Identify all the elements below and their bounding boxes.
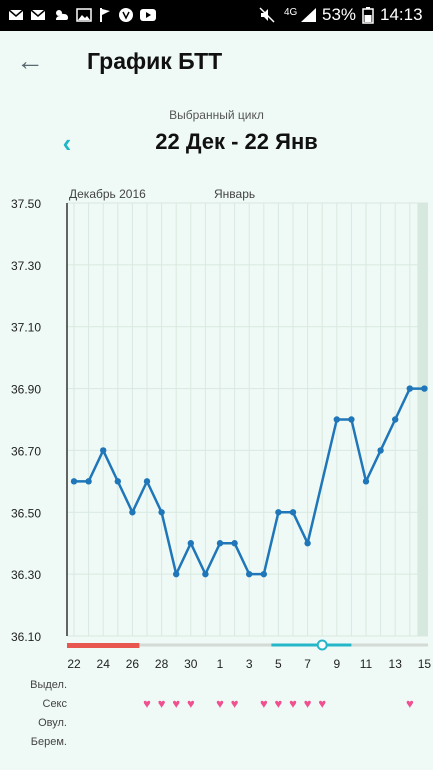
y-tick-label: 36.30 xyxy=(11,568,41,582)
x-tick-label: 15 xyxy=(418,657,432,671)
heart-icon: ♥ xyxy=(318,696,326,711)
shield-icon xyxy=(118,6,134,24)
temperature-point[interactable] xyxy=(392,416,399,423)
heart-icon: ♥ xyxy=(304,696,312,711)
x-tick-label: 28 xyxy=(155,657,169,671)
temperature-point[interactable] xyxy=(289,509,297,516)
y-tick-label: 36.70 xyxy=(11,444,41,458)
temperature-point[interactable] xyxy=(421,385,428,392)
temperature-point[interactable] xyxy=(260,570,267,578)
current-day-column xyxy=(417,203,428,636)
x-tick-label: 9 xyxy=(333,657,340,671)
heart-icon: ♥ xyxy=(289,696,297,711)
x-tick-label: 24 xyxy=(97,657,111,671)
heart-icon: ♥ xyxy=(406,696,414,711)
youtube-icon xyxy=(140,6,156,24)
month-label: Январь xyxy=(214,187,255,201)
temperature-point[interactable] xyxy=(362,478,370,485)
heart-icon: ♥ xyxy=(275,696,283,711)
temperature-point[interactable] xyxy=(187,540,194,547)
heart-icon: ♥ xyxy=(143,696,151,711)
temperature-point[interactable] xyxy=(70,478,78,485)
x-tick-label: 1 xyxy=(217,657,224,671)
chevron-left-icon: ‹ xyxy=(62,128,72,158)
x-tick-label: 13 xyxy=(389,657,403,671)
ovulation-marker xyxy=(316,639,328,651)
temperature-point[interactable] xyxy=(231,540,238,547)
previous-cycle-button[interactable]: ‹ xyxy=(55,128,79,158)
heart-icon: ♥ xyxy=(158,696,166,711)
temperature-point[interactable] xyxy=(85,478,92,485)
temperature-point[interactable] xyxy=(304,540,311,547)
y-tick-label: 37.50 xyxy=(11,197,41,211)
x-tick-label: 26 xyxy=(126,657,140,671)
heart-icon: ♥ xyxy=(187,696,195,711)
clock: 14:13 xyxy=(380,5,423,24)
temperature-point[interactable] xyxy=(216,540,224,547)
status-bar: 4G 53% 14:13 xyxy=(0,0,433,31)
app-bar: ← График БТТ xyxy=(0,31,433,95)
temperature-point[interactable] xyxy=(114,478,122,485)
y-tick-label: 36.50 xyxy=(11,506,41,520)
temperature-point[interactable] xyxy=(406,385,413,392)
temperature-point[interactable] xyxy=(143,478,151,485)
x-tick-label: 22 xyxy=(67,657,81,671)
cycle-range: 22 Дек - 22 Янв xyxy=(155,129,318,154)
temperature-point[interactable] xyxy=(377,447,384,454)
row-label: Овул. xyxy=(38,717,67,729)
temperature-point[interactable] xyxy=(173,570,180,578)
temperature-point[interactable] xyxy=(275,509,282,516)
arrow-left-icon: ← xyxy=(16,45,44,76)
x-tick-label: 5 xyxy=(275,657,282,671)
temperature-point[interactable] xyxy=(348,416,355,423)
mail-icon xyxy=(30,6,46,24)
period-bar xyxy=(67,643,140,648)
battery-percent: 53% xyxy=(322,5,357,24)
temperature-point[interactable] xyxy=(129,509,136,516)
x-tick-label: 3 xyxy=(246,657,253,671)
heart-icon: ♥ xyxy=(172,696,180,711)
row-label: Выдел. xyxy=(30,679,67,691)
heart-icon: ♥ xyxy=(216,696,224,711)
month-label: Декабрь 2016 xyxy=(69,187,146,201)
y-tick-label: 37.10 xyxy=(11,321,41,335)
temperature-point[interactable] xyxy=(100,447,107,454)
battery-icon xyxy=(362,6,374,24)
image-icon xyxy=(76,6,92,24)
x-tick-label: 11 xyxy=(360,657,373,671)
cycle-caption: Выбранный цикл xyxy=(169,108,264,122)
mail-icon xyxy=(8,6,24,24)
heart-icon: ♥ xyxy=(231,696,239,711)
x-tick-label: 30 xyxy=(184,657,198,671)
back-button[interactable]: ← xyxy=(14,45,46,77)
x-tick-label: 7 xyxy=(304,657,311,671)
page-title: График БТТ xyxy=(87,48,223,74)
temperature-point[interactable] xyxy=(333,416,340,423)
weather-icon xyxy=(52,6,70,24)
flag-icon xyxy=(98,6,112,24)
heart-icon: ♥ xyxy=(260,696,268,711)
temperature-line xyxy=(74,387,425,576)
y-tick-label: 36.90 xyxy=(11,383,41,397)
row-label: Секс xyxy=(43,698,68,710)
network-type: 4G xyxy=(284,7,298,18)
fertile-window-bar xyxy=(271,643,352,647)
row-label: Берем. xyxy=(31,736,67,748)
temperature-point[interactable] xyxy=(202,570,209,578)
y-tick-label: 36.10 xyxy=(11,630,41,644)
signal-icon xyxy=(300,6,318,24)
y-tick-label: 37.30 xyxy=(11,259,41,273)
mute-icon xyxy=(258,6,276,24)
temperature-point[interactable] xyxy=(158,509,165,516)
temperature-point[interactable] xyxy=(246,570,253,578)
